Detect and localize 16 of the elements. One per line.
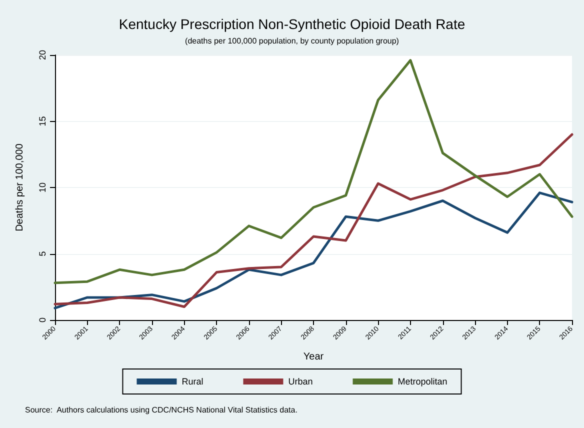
legend-label: Rural [182, 376, 204, 386]
y-tick-label: 20 [38, 50, 48, 60]
y-tick-label: 5 [38, 251, 48, 256]
x-axis-title: Year [303, 352, 324, 362]
y-tick-label: 15 [38, 116, 48, 126]
y-axis-title: Deaths per 100,000 [14, 143, 26, 232]
line-series [54, 59, 574, 284]
chart-subtitle: (deaths per 100,000 population, by county population group) [185, 36, 400, 46]
y-tick-label: 10 [38, 182, 48, 193]
chart-title: Kentucky Prescription Non-Synthetic Opioid Death Rate [118, 16, 466, 32]
y-tick-label: 0 [38, 317, 48, 323]
legend-label: Metropolitan [398, 376, 448, 386]
line-series [54, 192, 574, 310]
legend-label: Urban [288, 376, 313, 386]
source-note: Source: Authors calculations using CDC/NCHS National Vital Statistics data. [25, 406, 298, 414]
line-series [54, 133, 574, 308]
